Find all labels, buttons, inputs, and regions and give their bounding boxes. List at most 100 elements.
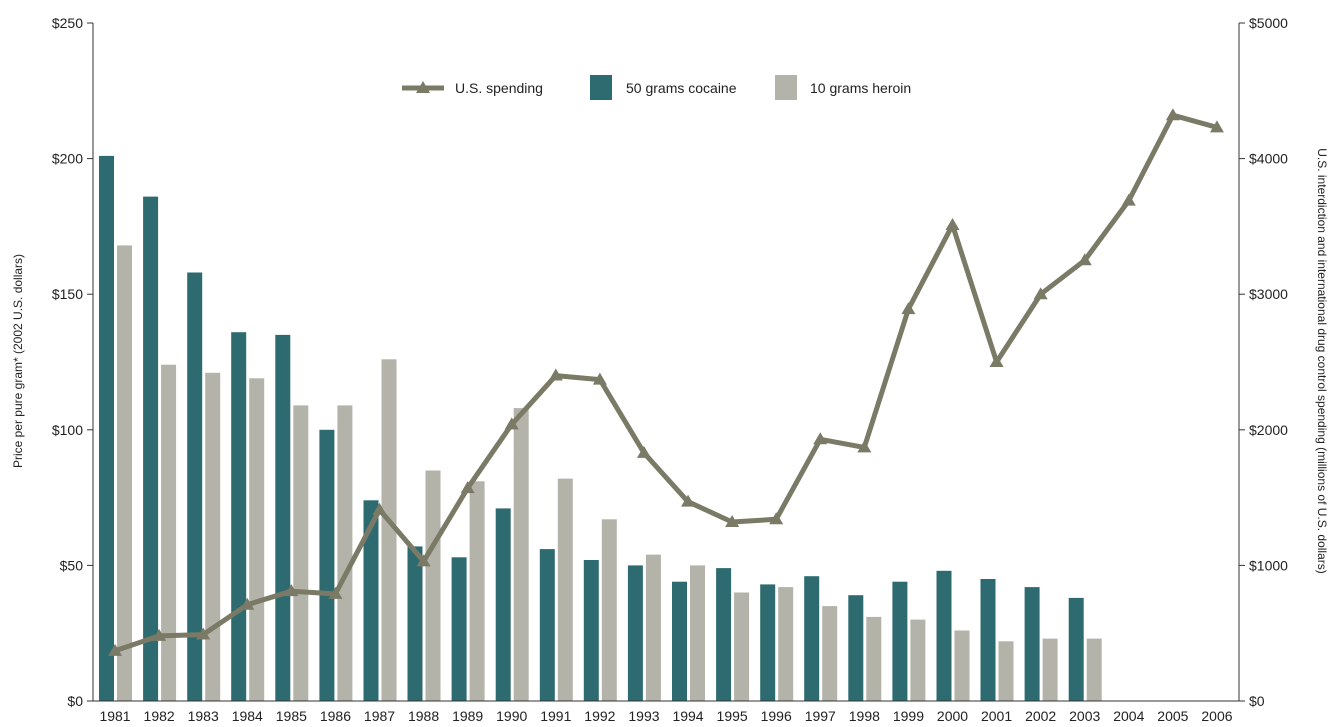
bar-cocaine-1992 bbox=[583, 560, 599, 701]
x-tick-label: 1987 bbox=[364, 708, 395, 724]
x-tick-label: 1994 bbox=[672, 708, 703, 724]
y2-tick-label: $1000 bbox=[1249, 557, 1288, 573]
legend: U.S. spending 50 grams cocaine 10 grams he… bbox=[402, 75, 911, 100]
spending-point-1985 bbox=[284, 584, 299, 597]
bar-cocaine-2003 bbox=[1068, 597, 1084, 701]
bar-cocaine-1996 bbox=[760, 584, 776, 701]
bar-cocaine-1982 bbox=[143, 196, 159, 701]
bar-heroin-1983 bbox=[205, 372, 221, 701]
x-tick-label: 1998 bbox=[849, 708, 880, 724]
bar-heroin-1998 bbox=[866, 616, 882, 701]
x-tick-label: 1990 bbox=[496, 708, 527, 724]
spending-point-1999 bbox=[901, 302, 916, 315]
spending-point-1998 bbox=[857, 440, 872, 453]
bar-heroin-1992 bbox=[601, 519, 617, 701]
bar-cocaine-1993 bbox=[627, 565, 643, 701]
spending-point-2005 bbox=[1165, 108, 1180, 121]
bar-heroin-1994 bbox=[690, 565, 705, 701]
y-tick-label: $0 bbox=[67, 693, 83, 709]
bar-heroin-1999 bbox=[910, 619, 926, 701]
line-layer bbox=[108, 108, 1224, 656]
spending-point-1981 bbox=[108, 643, 123, 656]
bar-cocaine-1990 bbox=[495, 508, 511, 701]
spending-point-1992 bbox=[592, 372, 607, 385]
y2-axis-label: U.S. interdiction and international drug… bbox=[1315, 148, 1329, 574]
x-tick-label: 1995 bbox=[717, 708, 748, 724]
y2-tick-label: $2000 bbox=[1249, 422, 1288, 438]
spending-point-1982 bbox=[152, 628, 167, 641]
x-tick-label: 2000 bbox=[937, 708, 968, 724]
x-tick-label: 1984 bbox=[232, 708, 263, 724]
x-tick-label: 1986 bbox=[320, 708, 351, 724]
x-tick-label: 2005 bbox=[1157, 708, 1188, 724]
bar-cocaine-1985 bbox=[275, 334, 291, 701]
bar-cocaine-1981 bbox=[99, 155, 114, 701]
x-tick-label: 1988 bbox=[408, 708, 439, 724]
bar-heroin-2000 bbox=[954, 630, 970, 701]
legend-swatch-heroin bbox=[775, 75, 797, 100]
spending-point-1989 bbox=[460, 481, 475, 494]
spending-point-2002 bbox=[1033, 287, 1048, 300]
bar-cocaine-1987 bbox=[363, 500, 379, 701]
x-tick-label: 2003 bbox=[1069, 708, 1100, 724]
x-tick-label: 1991 bbox=[540, 708, 571, 724]
spending-point-1991 bbox=[548, 368, 563, 381]
bar-cocaine-1995 bbox=[716, 568, 732, 701]
x-tick-label: 2006 bbox=[1201, 708, 1232, 724]
x-tick-label: 2001 bbox=[981, 708, 1012, 724]
spending-point-2001 bbox=[989, 355, 1004, 367]
y-tick-label: $250 bbox=[52, 15, 83, 31]
y-tick-label: $100 bbox=[52, 422, 83, 438]
spending-point-2004 bbox=[1121, 193, 1136, 206]
spending-point-1988 bbox=[416, 554, 431, 567]
spending-point-1997 bbox=[813, 432, 828, 445]
y2-tick-label: $0 bbox=[1249, 693, 1265, 709]
bar-cocaine-2002 bbox=[1024, 587, 1040, 701]
bar-cocaine-1999 bbox=[892, 581, 908, 701]
spending-point-2006 bbox=[1209, 120, 1224, 133]
bar-heroin-1981 bbox=[117, 245, 132, 701]
spending-line bbox=[114, 112, 1218, 654]
bar-heroin-1995 bbox=[734, 592, 750, 701]
bar-layer bbox=[99, 155, 1102, 701]
bar-cocaine-1986 bbox=[319, 429, 335, 701]
spending-point-1993 bbox=[636, 445, 651, 458]
bar-cocaine-1991 bbox=[539, 549, 555, 701]
x-tick-label: 1982 bbox=[144, 708, 175, 724]
spending-point-1996 bbox=[769, 512, 784, 525]
legend-swatch-spending-marker bbox=[416, 81, 430, 93]
x-tick-label: 1999 bbox=[893, 708, 924, 724]
bar-heroin-1985 bbox=[293, 405, 309, 701]
x-tick-label: 2002 bbox=[1025, 708, 1056, 724]
y-tick-label: $200 bbox=[52, 151, 83, 167]
bar-cocaine-2001 bbox=[980, 579, 996, 701]
x-tick-label: 1985 bbox=[276, 708, 307, 724]
x-tick-label: 1993 bbox=[628, 708, 659, 724]
x-tick-label: 1996 bbox=[761, 708, 792, 724]
bar-cocaine-1988 bbox=[407, 546, 423, 701]
legend-label-heroin: 10 grams heroin bbox=[810, 80, 911, 96]
bar-heroin-1988 bbox=[425, 470, 441, 701]
spending-point-1994 bbox=[681, 494, 696, 507]
y-tick-label: $50 bbox=[60, 557, 84, 573]
bar-cocaine-1998 bbox=[848, 595, 864, 701]
bar-heroin-1989 bbox=[469, 481, 485, 701]
bar-heroin-1990 bbox=[513, 408, 529, 701]
bar-heroin-1996 bbox=[778, 587, 794, 701]
bar-cocaine-1989 bbox=[451, 557, 467, 701]
y2-tick-label: $4000 bbox=[1249, 151, 1288, 167]
y-axis-label: Price per pure gram* (2002 U.S. dollars) bbox=[11, 254, 25, 468]
legend-swatch-cocaine bbox=[590, 75, 612, 100]
bar-cocaine-1994 bbox=[672, 581, 687, 701]
spending-point-1990 bbox=[504, 417, 519, 430]
spending-point-1995 bbox=[725, 515, 740, 528]
y-tick-label: $150 bbox=[52, 286, 83, 302]
spending-point-1983 bbox=[196, 627, 211, 640]
spending-point-1984 bbox=[240, 597, 255, 610]
x-tick-label: 2004 bbox=[1113, 708, 1144, 724]
axes: $0 $50 $100 $150 $200 $250 $0 $1000 $2000 $3000 $4… bbox=[52, 15, 1288, 724]
bar-cocaine-1997 bbox=[804, 576, 820, 701]
x-tick-label: 1989 bbox=[452, 708, 483, 724]
bar-heroin-1986 bbox=[337, 405, 353, 701]
